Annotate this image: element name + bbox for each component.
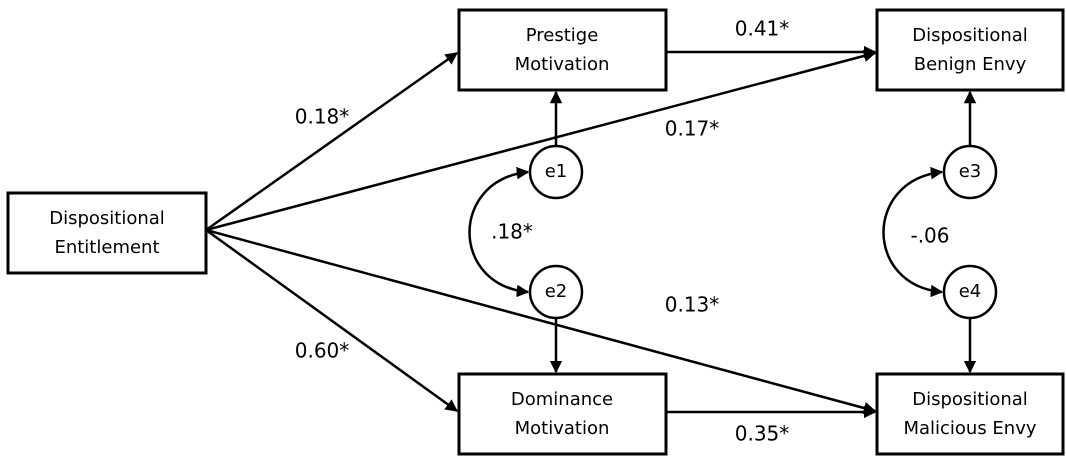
arrow: [205, 228, 877, 415]
node-box: [6, 191, 208, 275]
node-label: Prestige: [526, 25, 599, 46]
path-label: -.06: [910, 224, 949, 248]
path-label: 0.18*: [295, 105, 350, 129]
covariance-arrow: [468, 166, 530, 298]
arrows: [205, 45, 977, 419]
error-label: e2: [545, 281, 568, 302]
arrow: [205, 49, 877, 232]
node-label: Entitlement: [54, 237, 159, 258]
node-box: [457, 8, 668, 92]
node: Dispositional Benign Envy: [875, 8, 1065, 92]
covariance-arrow: [882, 166, 944, 298]
path-label: 0.35*: [735, 422, 790, 446]
path-label: 0.60*: [295, 339, 350, 363]
node-label: Dispositional: [912, 25, 1028, 46]
path-label: .18*: [491, 220, 533, 244]
error-label: e4: [959, 281, 982, 302]
error-label: e3: [959, 161, 982, 182]
node-box: [875, 372, 1065, 456]
path-label: 0.17*: [665, 117, 720, 141]
node: Dominance Motivation: [457, 372, 668, 456]
node-label: Benign Envy: [914, 54, 1027, 75]
node: Prestige Motivation: [457, 8, 668, 92]
arrow: [205, 228, 459, 413]
node-label: Dispositional: [912, 389, 1028, 410]
error-label: e1: [545, 161, 568, 182]
path-label: 0.13*: [665, 293, 720, 317]
error-circle: [942, 144, 998, 200]
error-circle: [942, 264, 998, 320]
arrow: [205, 51, 459, 232]
node-label: Dispositional: [49, 208, 165, 229]
node-box: [457, 372, 668, 456]
node-label: Motivation: [515, 54, 610, 75]
node-label: Dominance: [511, 389, 613, 410]
node: Dispositional Malicious Envy: [875, 372, 1065, 456]
node-label: Malicious Envy: [903, 418, 1036, 439]
error-circle: [528, 264, 584, 320]
node-box: [875, 8, 1065, 92]
node-label: Motivation: [515, 418, 610, 439]
node: Dispositional Entitlement: [6, 191, 208, 275]
error-circle: [528, 144, 584, 200]
path-label: 0.41*: [735, 17, 790, 41]
